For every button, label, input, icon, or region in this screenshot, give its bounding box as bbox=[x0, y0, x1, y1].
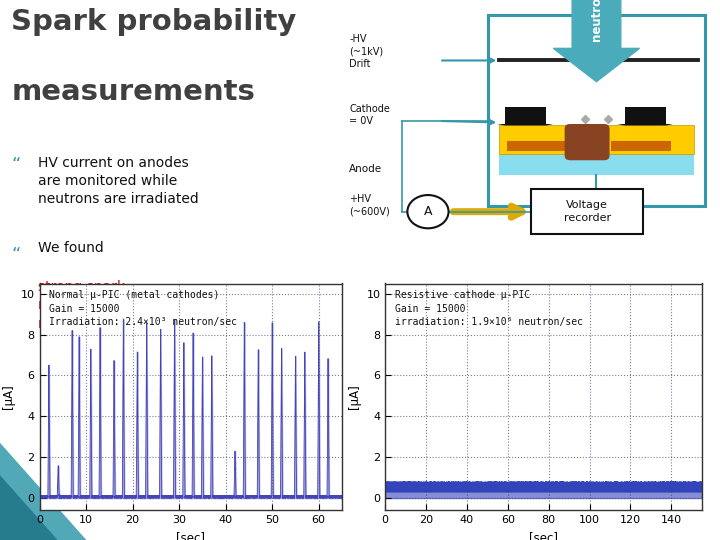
Text: A: A bbox=[423, 205, 432, 218]
Polygon shape bbox=[0, 475, 58, 540]
X-axis label: [sec]: [sec] bbox=[529, 531, 558, 540]
Text: “: “ bbox=[12, 156, 21, 173]
Circle shape bbox=[408, 195, 449, 228]
FancyArrow shape bbox=[554, 0, 639, 82]
Text: We found: We found bbox=[38, 241, 108, 255]
Polygon shape bbox=[498, 124, 554, 125]
Text: -HV
(~1kV)
Drift: -HV (~1kV) Drift bbox=[349, 34, 384, 69]
FancyBboxPatch shape bbox=[531, 189, 643, 234]
Bar bbox=[624, 107, 666, 124]
Text: Anode: Anode bbox=[349, 164, 382, 174]
Text: Voltage
recorder: Voltage recorder bbox=[564, 200, 611, 223]
Bar bbox=[499, 125, 694, 154]
Bar bbox=[507, 140, 567, 151]
Text: Resistive cathode μ-PIC
Gain = 15000
irradiation: 1.9×10⁶ neutron/sec: Resistive cathode μ-PIC Gain = 15000 irr… bbox=[395, 291, 582, 327]
Bar bbox=[611, 140, 671, 151]
Bar bbox=[505, 107, 546, 124]
FancyBboxPatch shape bbox=[488, 15, 705, 206]
Y-axis label: [μA]: [μA] bbox=[348, 384, 361, 409]
Text: Cathode
= 0V: Cathode = 0V bbox=[349, 104, 390, 126]
Polygon shape bbox=[0, 443, 86, 540]
Text: strong spark
reduction using
resistive cathode !!: strong spark reduction using resistive c… bbox=[38, 280, 173, 330]
Y-axis label: [μA]: [μA] bbox=[2, 384, 15, 409]
FancyBboxPatch shape bbox=[564, 124, 610, 160]
X-axis label: [sec]: [sec] bbox=[176, 531, 205, 540]
Text: HV current on anodes
are monitored while
neutrons are irradiated: HV current on anodes are monitored while… bbox=[38, 156, 199, 206]
Text: neutron: neutron bbox=[590, 0, 603, 42]
Text: “: “ bbox=[12, 246, 21, 264]
Text: Normal μ-PIC (metal cathodes)
Gain = 15000
Irradiation: 2.4×10³ neutron/sec: Normal μ-PIC (metal cathodes) Gain = 150… bbox=[49, 291, 237, 327]
Text: measurements: measurements bbox=[12, 78, 256, 106]
Bar bbox=[499, 154, 694, 176]
Text: Spark probability: Spark probability bbox=[12, 8, 297, 36]
Polygon shape bbox=[617, 124, 673, 125]
Text: +HV
(~600V): +HV (~600V) bbox=[349, 194, 390, 217]
